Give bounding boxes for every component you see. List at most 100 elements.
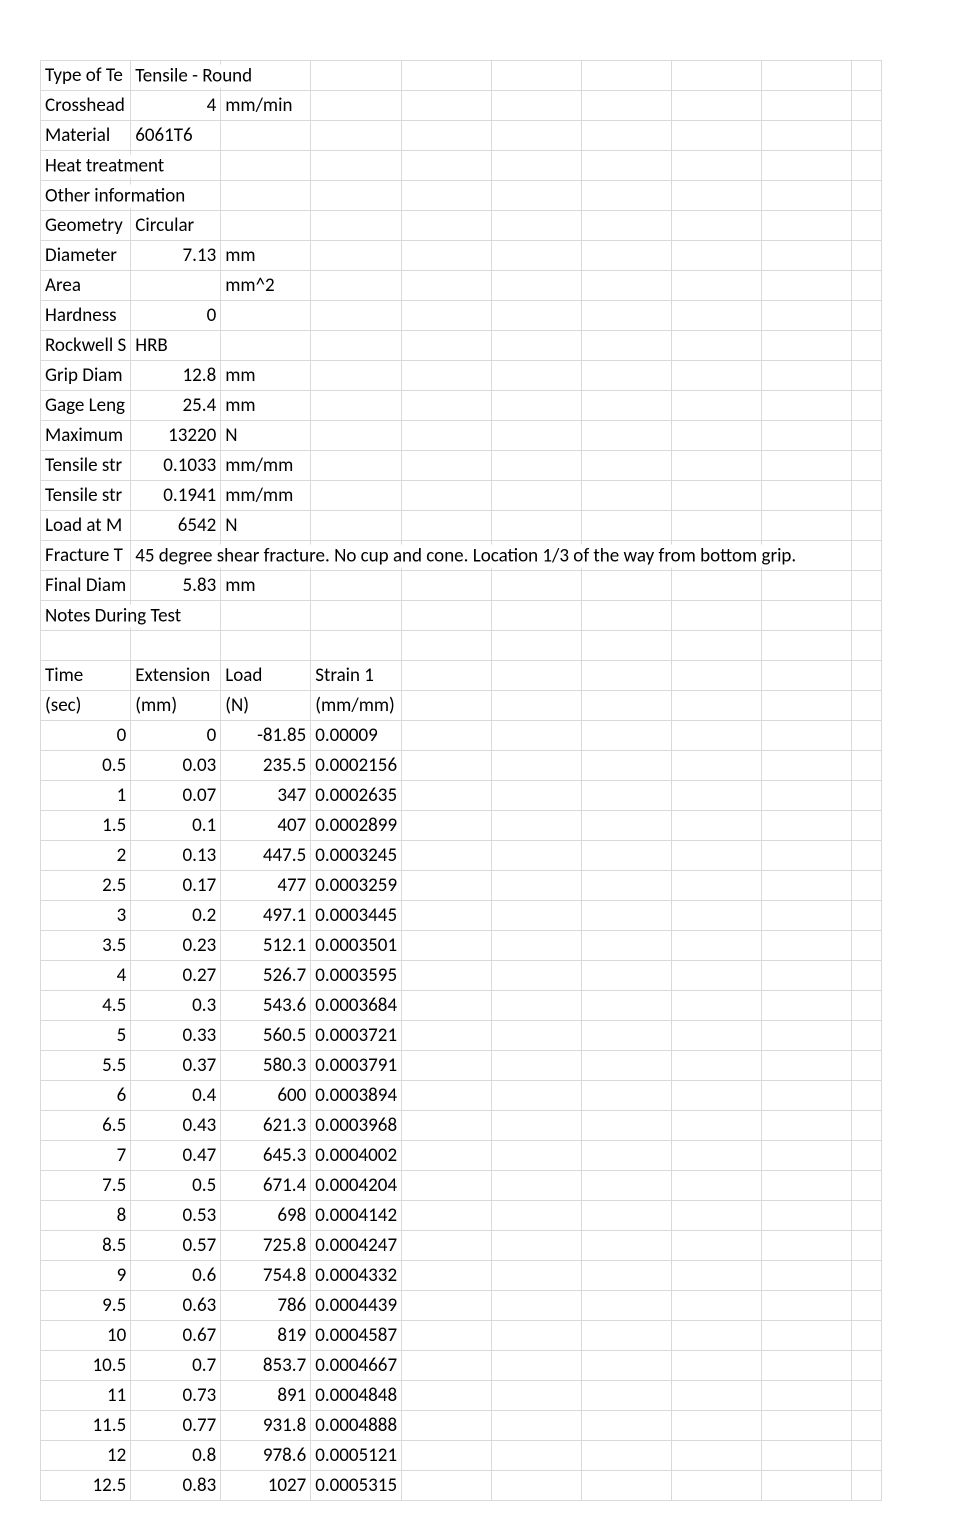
cell[interactable]: 0.1033 xyxy=(131,451,221,481)
cell[interactable] xyxy=(311,391,402,421)
cell[interactable] xyxy=(672,691,762,721)
cell[interactable] xyxy=(311,451,402,481)
cell[interactable] xyxy=(582,1141,672,1171)
cell[interactable] xyxy=(582,1291,672,1321)
cell[interactable] xyxy=(402,901,492,931)
cell[interactable]: 0.0004002 xyxy=(311,1141,402,1171)
cell[interactable]: (sec) xyxy=(41,691,131,721)
cell[interactable]: 12.5 xyxy=(41,1471,131,1501)
cell[interactable] xyxy=(582,691,672,721)
cell[interactable] xyxy=(762,691,852,721)
cell[interactable]: 4 xyxy=(41,961,131,991)
cell[interactable] xyxy=(402,871,492,901)
cell[interactable] xyxy=(762,841,852,871)
cell[interactable] xyxy=(852,1471,882,1501)
cell[interactable] xyxy=(492,631,582,661)
cell[interactable] xyxy=(762,1351,852,1381)
cell[interactable]: 0.1941 xyxy=(131,481,221,511)
cell[interactable] xyxy=(402,1441,492,1471)
cell[interactable]: (N) xyxy=(221,691,311,721)
cell[interactable] xyxy=(221,631,311,661)
cell[interactable] xyxy=(582,1111,672,1141)
cell[interactable]: 0.0002899 xyxy=(311,811,402,841)
cell[interactable] xyxy=(402,931,492,961)
cell[interactable] xyxy=(762,1201,852,1231)
cell[interactable]: Geometry xyxy=(41,211,131,241)
cell[interactable]: Hardness xyxy=(41,301,131,331)
cell[interactable] xyxy=(852,781,882,811)
cell[interactable] xyxy=(402,451,492,481)
cell[interactable]: 1 xyxy=(41,781,131,811)
cell[interactable] xyxy=(852,121,882,151)
cell[interactable]: Diameter xyxy=(41,241,131,271)
cell[interactable] xyxy=(402,661,492,691)
cell[interactable]: 978.6 xyxy=(221,1441,311,1471)
cell[interactable] xyxy=(672,991,762,1021)
cell[interactable]: mm/mm xyxy=(221,481,311,511)
cell[interactable] xyxy=(311,601,402,631)
cell[interactable] xyxy=(852,661,882,691)
cell[interactable] xyxy=(311,301,402,331)
cell[interactable] xyxy=(762,661,852,691)
cell[interactable]: 25.4 xyxy=(131,391,221,421)
cell[interactable] xyxy=(402,1201,492,1231)
cell[interactable]: 235.5 xyxy=(221,751,311,781)
cell[interactable] xyxy=(672,751,762,781)
cell[interactable] xyxy=(402,421,492,451)
cell[interactable] xyxy=(672,1321,762,1351)
cell[interactable] xyxy=(492,1261,582,1291)
cell[interactable]: mm xyxy=(221,391,311,421)
cell[interactable] xyxy=(852,391,882,421)
cell[interactable]: 0.63 xyxy=(131,1291,221,1321)
cell[interactable] xyxy=(402,1081,492,1111)
cell[interactable]: 6542 xyxy=(131,511,221,541)
cell[interactable] xyxy=(492,1411,582,1441)
cell[interactable]: 5.5 xyxy=(41,1051,131,1081)
cell[interactable]: 7.5 xyxy=(41,1171,131,1201)
cell[interactable]: 0.73 xyxy=(131,1381,221,1411)
cell[interactable] xyxy=(672,841,762,871)
cell[interactable]: 0.43 xyxy=(131,1111,221,1141)
cell[interactable] xyxy=(582,91,672,121)
cell[interactable]: N xyxy=(221,511,311,541)
cell[interactable] xyxy=(492,1021,582,1051)
cell[interactable] xyxy=(852,721,882,751)
cell[interactable]: 0.6 xyxy=(131,1261,221,1291)
cell[interactable] xyxy=(582,661,672,691)
cell[interactable] xyxy=(762,1381,852,1411)
cell[interactable] xyxy=(492,601,582,631)
cell[interactable] xyxy=(402,1231,492,1261)
cell[interactable] xyxy=(582,841,672,871)
cell[interactable] xyxy=(852,1051,882,1081)
cell[interactable]: 0.4 xyxy=(131,1081,221,1111)
cell[interactable] xyxy=(492,1231,582,1261)
cell[interactable] xyxy=(402,151,492,181)
cell[interactable] xyxy=(492,121,582,151)
cell[interactable]: mm xyxy=(221,361,311,391)
cell[interactable]: 0.0004439 xyxy=(311,1291,402,1321)
cell[interactable] xyxy=(582,421,672,451)
cell[interactable] xyxy=(492,1141,582,1171)
cell[interactable] xyxy=(402,601,492,631)
cell[interactable] xyxy=(402,61,492,91)
cell[interactable] xyxy=(402,331,492,361)
cell[interactable] xyxy=(311,571,402,601)
cell[interactable] xyxy=(582,361,672,391)
cell[interactable]: 0.00009 xyxy=(311,721,402,751)
cell[interactable] xyxy=(582,1021,672,1051)
cell[interactable] xyxy=(762,1321,852,1351)
cell[interactable]: 0.0005121 xyxy=(311,1441,402,1471)
cell[interactable] xyxy=(672,601,762,631)
cell[interactable] xyxy=(852,691,882,721)
cell[interactable]: 0.23 xyxy=(131,931,221,961)
cell[interactable]: mm xyxy=(221,571,311,601)
cell[interactable]: 8.5 xyxy=(41,1231,131,1261)
cell[interactable] xyxy=(492,511,582,541)
cell[interactable] xyxy=(672,1141,762,1171)
cell[interactable] xyxy=(852,1141,882,1171)
cell[interactable] xyxy=(852,601,882,631)
cell[interactable] xyxy=(672,1261,762,1291)
cell[interactable]: 0.0004667 xyxy=(311,1351,402,1381)
cell[interactable]: 0.27 xyxy=(131,961,221,991)
cell[interactable] xyxy=(492,361,582,391)
